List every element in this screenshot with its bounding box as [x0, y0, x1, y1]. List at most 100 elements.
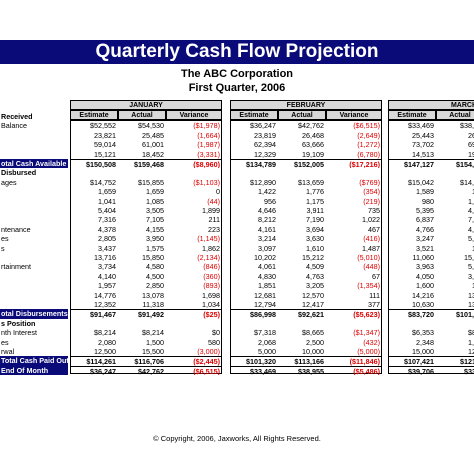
cell: 12,352: [94, 300, 116, 309]
cell: $134,789: [230, 159, 278, 168]
cell: (5,010): [357, 253, 380, 262]
period: First Quarter, 2006: [188, 82, 286, 94]
cell: (2,649): [357, 130, 380, 140]
cell: 1,862: [202, 243, 220, 253]
company: The ABC Corporation: [180, 68, 294, 80]
cell: ($1,347): [353, 328, 380, 338]
cell: 15,19: [464, 253, 474, 262]
cell: 3,694: [306, 224, 324, 234]
cell: 25,485: [142, 130, 164, 140]
cell: ($5,486): [326, 365, 382, 375]
row-label: [0, 272, 68, 281]
cell: ($6,515): [166, 365, 222, 375]
row-label: [0, 187, 68, 196]
cell: (1,987): [197, 140, 220, 150]
cell: 2,500: [306, 337, 324, 347]
block-border: [230, 120, 382, 374]
cell: 15,121: [94, 149, 116, 159]
cell: 4,33: [468, 224, 474, 234]
cell: (360): [203, 271, 220, 281]
cell: 25,443: [412, 130, 434, 140]
cell: 0: [216, 187, 220, 197]
row-label: Total Cash Paid Out: [0, 356, 68, 366]
cell: 2,080: [98, 337, 116, 347]
cell: 3,214: [258, 234, 276, 244]
cell: 1,851: [258, 281, 276, 291]
cell: 1,7: [436, 187, 474, 196]
cell: 1,49: [468, 337, 474, 347]
cell: 377: [368, 300, 380, 309]
row-label: [0, 150, 68, 159]
cell: $152,005: [278, 159, 326, 168]
cell: $6,353: [412, 328, 434, 338]
cell: $15,042: [408, 177, 434, 187]
cell: 1,659: [146, 187, 164, 197]
cell: 1,698: [202, 290, 220, 300]
row-label: [0, 291, 68, 300]
row-label: otal Cash Available: [0, 159, 68, 169]
cell: 1,600: [416, 281, 434, 291]
cell: 1,9: [436, 281, 474, 290]
cell: $150,508: [70, 159, 118, 168]
cell: $15,855: [138, 177, 164, 187]
cell: 1,422: [258, 187, 276, 197]
cell: 62,394: [254, 140, 276, 150]
cell: 1,32: [468, 196, 474, 206]
cell: 1,500: [146, 337, 164, 347]
cell: 4,155: [146, 224, 164, 234]
cell: 6,837: [416, 215, 434, 225]
cell: $86,998: [230, 309, 278, 319]
cell: $101,90: [436, 309, 474, 319]
cell: 19,109: [302, 149, 324, 159]
cell: 1,776: [306, 187, 324, 197]
cell: $38,95: [460, 121, 474, 131]
cell: $154,67: [436, 159, 474, 168]
cell: ($25): [166, 309, 222, 319]
cell: 10,000: [302, 347, 324, 356]
cell: 7,190: [306, 215, 324, 225]
cell: 23,819: [254, 130, 276, 140]
cell: 1,899: [202, 206, 220, 215]
cell: 1,7: [436, 244, 474, 253]
cell: $91,492: [118, 309, 166, 319]
cell: 26,468: [302, 130, 324, 140]
cell: 73,702: [412, 140, 434, 150]
cell: 5,17: [468, 234, 474, 244]
cell: 15,212: [302, 253, 324, 262]
cell: 19,4: [468, 149, 474, 159]
row-label: [0, 206, 68, 215]
cell: 15,500: [142, 347, 164, 356]
cell: 3,734: [98, 262, 116, 272]
cell: 735: [368, 206, 380, 215]
cell: $0: [212, 328, 220, 338]
cell: 4,830: [258, 271, 276, 281]
cell: $39,706: [388, 365, 436, 375]
cell: 2,805: [98, 234, 116, 244]
cell: 13,716: [94, 253, 116, 262]
cell: 69,8: [468, 140, 474, 150]
cell: 956: [264, 196, 276, 206]
block-border: [70, 120, 222, 374]
row-label: Balance: [1, 121, 27, 131]
month-header: JANUARY: [70, 100, 222, 110]
cell: 2,348: [416, 337, 434, 347]
cell: 3,521: [416, 243, 434, 253]
cell: 211: [208, 215, 220, 225]
column-header: Variance: [166, 110, 222, 120]
row-label: Received: [1, 112, 33, 121]
row-label: es: [1, 234, 9, 244]
cell: 467: [368, 224, 380, 234]
column-header: Actual: [118, 110, 166, 120]
month-header: FEBRUARY: [230, 100, 382, 110]
cell: (1,145): [197, 234, 220, 244]
cell: 10,630: [412, 300, 434, 309]
cell: $36,247: [250, 121, 276, 131]
cell: (416): [363, 234, 380, 244]
cell: 4,67: [468, 206, 474, 215]
cell: $33,469: [408, 121, 434, 131]
cell: 4,500: [146, 271, 164, 281]
row-label: otal Disbursements: [0, 309, 68, 319]
cell: 7,54: [468, 215, 474, 225]
cell: 580: [208, 337, 220, 347]
